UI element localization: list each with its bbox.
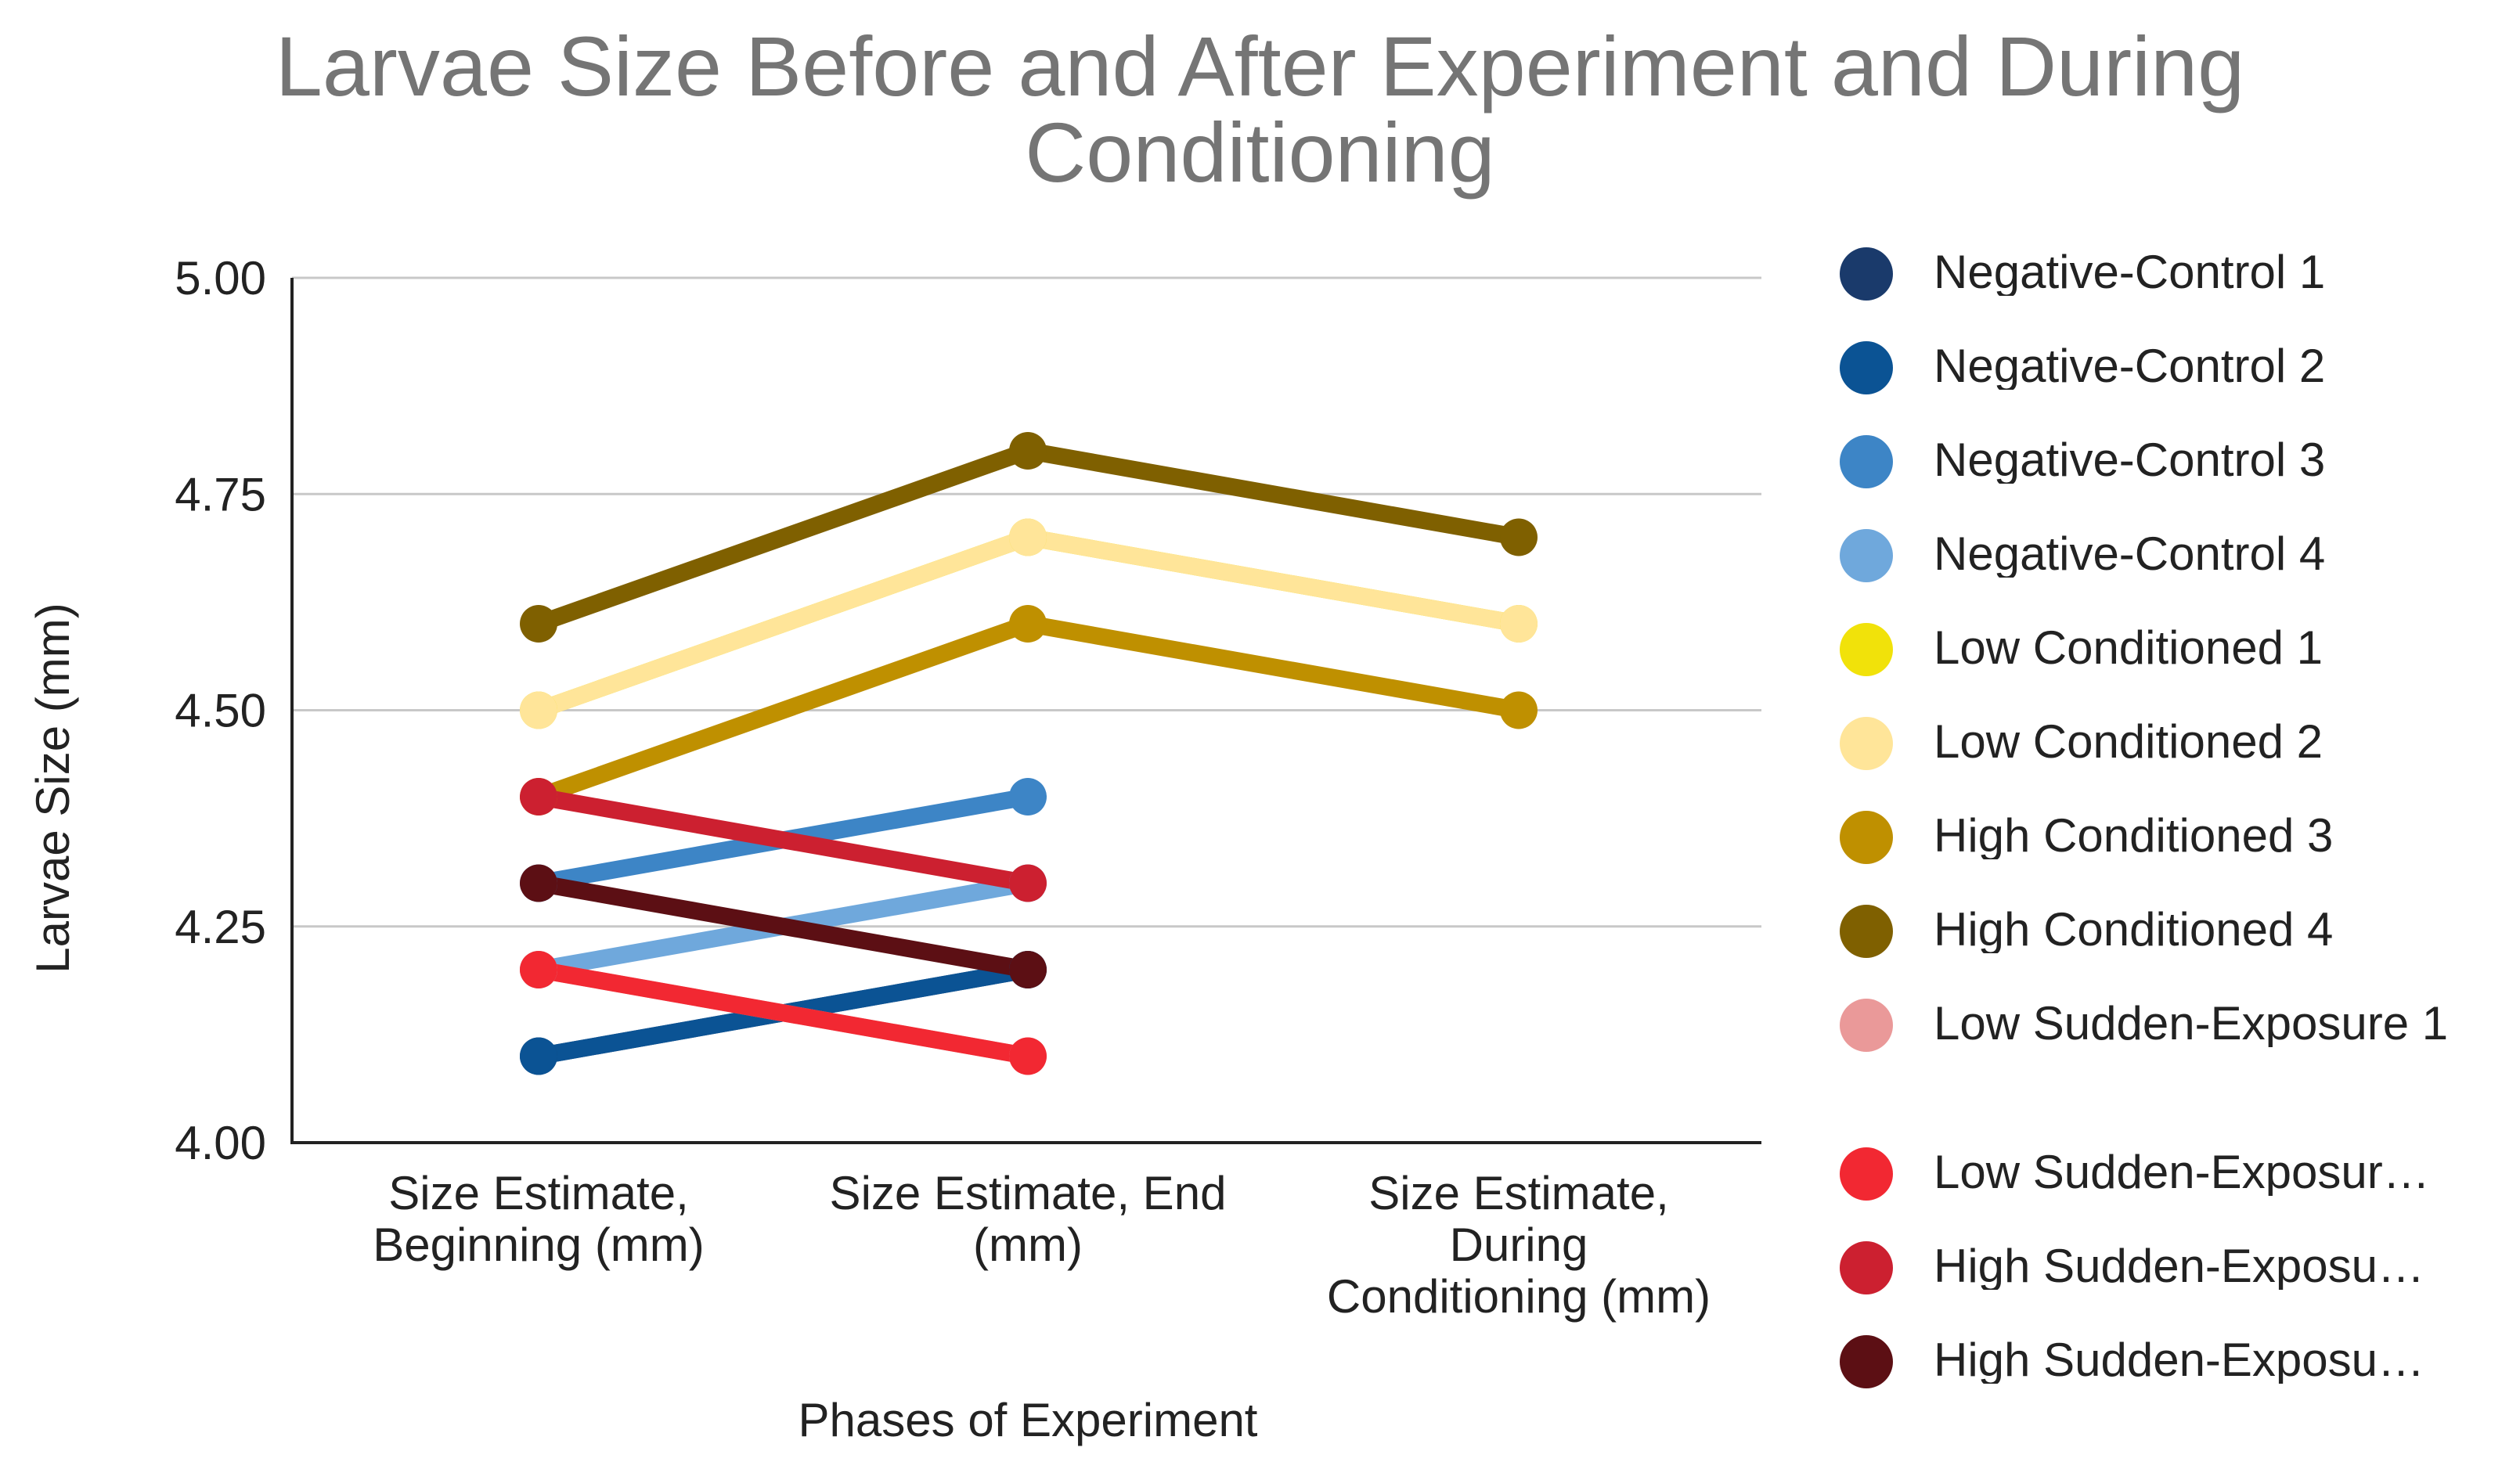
legend-label: Low Sudden-Exposure 1: [1934, 1000, 2449, 1047]
data-point: [1009, 864, 1047, 902]
chart-title-line-2: Conditioning: [1025, 105, 1495, 200]
data-point: [1009, 1037, 1047, 1075]
data-point: [1009, 518, 1047, 556]
y-tick-label: 4.50: [175, 685, 266, 737]
data-point: [520, 951, 557, 988]
legend-label: High Conditioned 3: [1934, 812, 2334, 859]
legend-swatch: [1840, 811, 1893, 864]
legend-swatch: [1840, 341, 1893, 394]
legend-swatch: [1840, 529, 1893, 582]
x-tick-label: Size Estimate,: [1368, 1167, 1668, 1219]
data-point: [1500, 691, 1538, 729]
x-tick-label: During: [1450, 1219, 1588, 1271]
legend-swatch: [1840, 435, 1893, 488]
legend-label: Low Conditioned 2: [1934, 718, 2324, 765]
data-point: [1500, 518, 1538, 556]
legend-label: High Sudden-Exposu…: [1934, 1243, 2425, 1290]
chart-title: Larvae Size Before and After Experiment …: [0, 23, 2520, 196]
data-point: [1009, 605, 1047, 643]
legend-swatch: [1840, 1335, 1893, 1388]
data-point: [1009, 951, 1047, 988]
data-point: [520, 1037, 557, 1075]
legend-label: Negative-Control 3: [1934, 437, 2326, 484]
x-axis-label: Phases of Experiment: [799, 1394, 1258, 1446]
x-tick-label: Size Estimate, End: [830, 1167, 1227, 1219]
axes: [290, 278, 1761, 1144]
legend-swatch: [1840, 717, 1893, 770]
y-axis-label: Larvae Size (mm): [27, 603, 79, 973]
data-point: [1500, 605, 1538, 643]
legend-swatch: [1840, 999, 1893, 1052]
legend-label: Low Sudden-Exposur…: [1934, 1149, 2430, 1196]
legend-label: Negative-Control 2: [1934, 343, 2326, 390]
legend-swatch: [1840, 247, 1893, 301]
y-tick-label: 4.75: [175, 468, 266, 520]
legend-label: High Conditioned 4: [1934, 906, 2334, 953]
data-point: [520, 864, 557, 902]
data-point: [1009, 778, 1047, 816]
legend-swatch: [1840, 1241, 1893, 1294]
x-tick-label: Beginning (mm): [373, 1219, 705, 1271]
data-point: [520, 778, 557, 816]
legend-swatch: [1840, 623, 1893, 676]
y-tick-label: 4.00: [175, 1117, 266, 1169]
data-point: [1009, 432, 1047, 470]
x-tick-label: Size Estimate,: [388, 1167, 688, 1219]
x-tick-label: Conditioning (mm): [1327, 1270, 1711, 1323]
y-tick-label: 4.25: [175, 901, 266, 953]
y-tick-label: 5.00: [175, 252, 266, 304]
gridlines: [292, 276, 1761, 928]
chart-title-line-1: Larvae Size Before and After Experiment …: [275, 19, 2245, 113]
series-group: [520, 432, 1538, 1075]
x-tick-labels: Size Estimate,Beginning (mm)Size Estimat…: [373, 1167, 1711, 1323]
series-line: [537, 961, 1029, 1065]
x-tick-label: (mm): [973, 1219, 1083, 1271]
legend-label: Negative-Control 4: [1934, 531, 2326, 578]
legend-swatch: [1840, 905, 1893, 958]
data-point: [520, 605, 557, 643]
legend-label: Low Conditioned 1: [1934, 625, 2324, 671]
data-point: [520, 691, 557, 729]
series-line: [537, 788, 1029, 892]
legend-label: High Sudden-Exposu…: [1934, 1337, 2425, 1384]
series-line: [537, 874, 1029, 978]
legend-label: Negative-Control 1: [1934, 249, 2326, 296]
legend-swatch: [1840, 1147, 1893, 1201]
y-tick-labels: 4.00 4.25 4.50 4.75 5.00: [175, 252, 266, 1169]
